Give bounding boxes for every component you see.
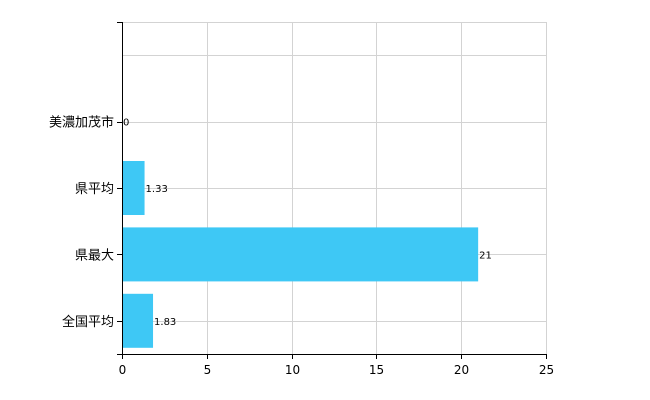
x-tick-label: 20 <box>454 363 469 377</box>
bar <box>122 227 479 282</box>
x-tick-label: 5 <box>204 363 212 377</box>
data-label: 21 <box>479 250 492 261</box>
x-tick-label: 25 <box>539 363 554 377</box>
bar <box>122 293 154 348</box>
bars <box>122 161 479 348</box>
bar <box>122 161 145 215</box>
axes <box>122 22 547 355</box>
category-label: 県最大 <box>75 248 114 263</box>
data-label: 1.83 <box>154 317 176 328</box>
labels: 0 美濃加茂市 1.33 県平均 21 県最大 1.83 全国平均 0 5 10 15 20 25 <box>49 115 554 377</box>
category-label: 美濃加茂市 <box>49 115 114 131</box>
x-tick-label: 0 <box>119 363 127 377</box>
axis-ticks <box>117 22 547 359</box>
category-label: 県平均 <box>75 182 114 197</box>
data-label: 1.33 <box>146 184 168 195</box>
data-label: 0 <box>123 118 129 129</box>
x-tick-label: 10 <box>285 363 300 377</box>
x-tick-label: 15 <box>369 363 384 377</box>
category-label: 全国平均 <box>62 314 114 330</box>
grid-lines <box>122 22 547 354</box>
